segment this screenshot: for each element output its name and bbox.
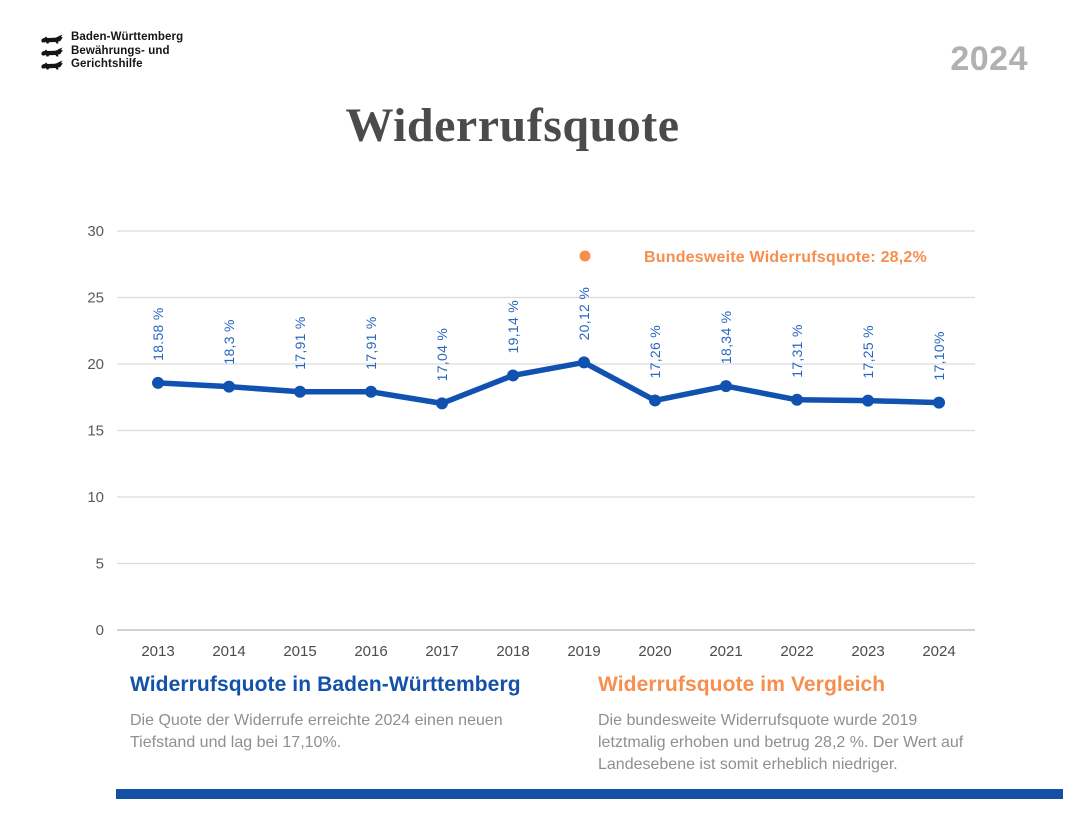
- data-point-label: 18.58 %: [150, 307, 166, 360]
- x-tick-label: 2018: [496, 643, 529, 660]
- x-tick-label: 2015: [283, 643, 316, 660]
- y-tick-label: 25: [87, 290, 104, 307]
- bw-logo: Baden-Württemberg Bewährungs- und Gerich…: [40, 31, 183, 72]
- line-chart: 0 5 10 15 20 25 30 2013 2014 2015 2016 2017 2018 2019…: [85, 215, 990, 660]
- x-tick-label: 2023: [851, 643, 884, 660]
- data-point-label: 17,91 %: [292, 316, 308, 369]
- x-tick-label: 2022: [780, 643, 813, 660]
- data-point-label: 17,25 %: [860, 325, 876, 378]
- data-point: [223, 380, 235, 393]
- x-tick-label: 2019: [567, 643, 600, 660]
- x-tick-label: 2024: [922, 643, 955, 660]
- data-point-label: 17,91 %: [363, 316, 379, 369]
- y-tick-label: 0: [96, 622, 104, 639]
- data-point-label: 17,04 %: [434, 328, 450, 381]
- bw-lion-icon: [41, 60, 63, 70]
- data-point: [294, 385, 306, 398]
- data-point: [933, 396, 945, 409]
- bw-lion-icon: [41, 47, 63, 57]
- logo-line-1: Baden-Württemberg: [71, 31, 184, 43]
- data-point-label: 20,12 %: [576, 287, 592, 340]
- y-tick-label: 20: [87, 356, 104, 373]
- page-title: Widerrufsquote: [345, 99, 680, 152]
- data-point-label: 17,31 %: [789, 324, 805, 377]
- line-chart-svg: 0 5 10 15 20 25 30 2013 2014 2015 2016 2017 2018 2019…: [87, 223, 975, 660]
- data-point: [862, 394, 874, 407]
- legend-label: Bundesweite Widerrufsquote: 28,2%: [644, 249, 927, 266]
- x-tick-label: 2017: [425, 643, 458, 660]
- data-point: [578, 356, 590, 369]
- footer-right-body: Die bundesweite Widerrufsquote wurde 201…: [598, 712, 964, 773]
- footer-left-heading: Widerrufsquote in Baden-Württemberg: [130, 673, 521, 696]
- x-tick-label: 2021: [709, 643, 742, 660]
- data-point: [507, 369, 519, 382]
- y-tick-label: 10: [87, 489, 104, 506]
- logo-line-2: Bewährungs- und: [71, 44, 170, 57]
- legend-dot-icon: [579, 250, 591, 262]
- footer-left-body: Die Quote der Widerrufe erreichte 2024 e…: [130, 712, 503, 751]
- data-point: [436, 397, 448, 410]
- x-tick-label: 2014: [212, 643, 245, 660]
- footer-right-heading: Widerrufsquote im Vergleich: [598, 673, 886, 696]
- x-tick-label: 2013: [141, 643, 174, 660]
- y-tick-label: 15: [87, 423, 104, 440]
- bw-lions-icon: [40, 33, 64, 71]
- data-point: [365, 385, 377, 398]
- data-point-label: 17,10%: [931, 331, 947, 380]
- data-point-label: 18,34 %: [718, 311, 734, 364]
- data-point-label: 18,3 %: [221, 319, 237, 364]
- logo-text: Baden-Württemberg Bewährungs- und Gerich…: [71, 31, 183, 72]
- logo-line-3: Gerichtshilfe: [71, 58, 143, 70]
- footer-right-column: Widerrufsquote im Vergleich Die bundeswe…: [598, 673, 1008, 776]
- y-tick-label: 30: [87, 223, 104, 240]
- data-point-label: 19,14 %: [505, 300, 521, 353]
- x-tick-label: 2016: [354, 643, 387, 660]
- year-badge: 2024: [950, 40, 1028, 78]
- data-point: [649, 394, 661, 407]
- data-point: [791, 393, 803, 406]
- data-point: [152, 376, 164, 389]
- footer-accent-bar: [116, 789, 1063, 799]
- data-point: [720, 380, 732, 393]
- footer-left-column: Widerrufsquote in Baden-Württemberg Die …: [130, 673, 590, 754]
- x-tick-label: 2020: [638, 643, 671, 660]
- y-tick-label: 5: [96, 556, 104, 573]
- series-line: [155, 359, 942, 407]
- bw-lion-icon: [41, 34, 63, 44]
- data-point-label: 17,26 %: [647, 325, 663, 378]
